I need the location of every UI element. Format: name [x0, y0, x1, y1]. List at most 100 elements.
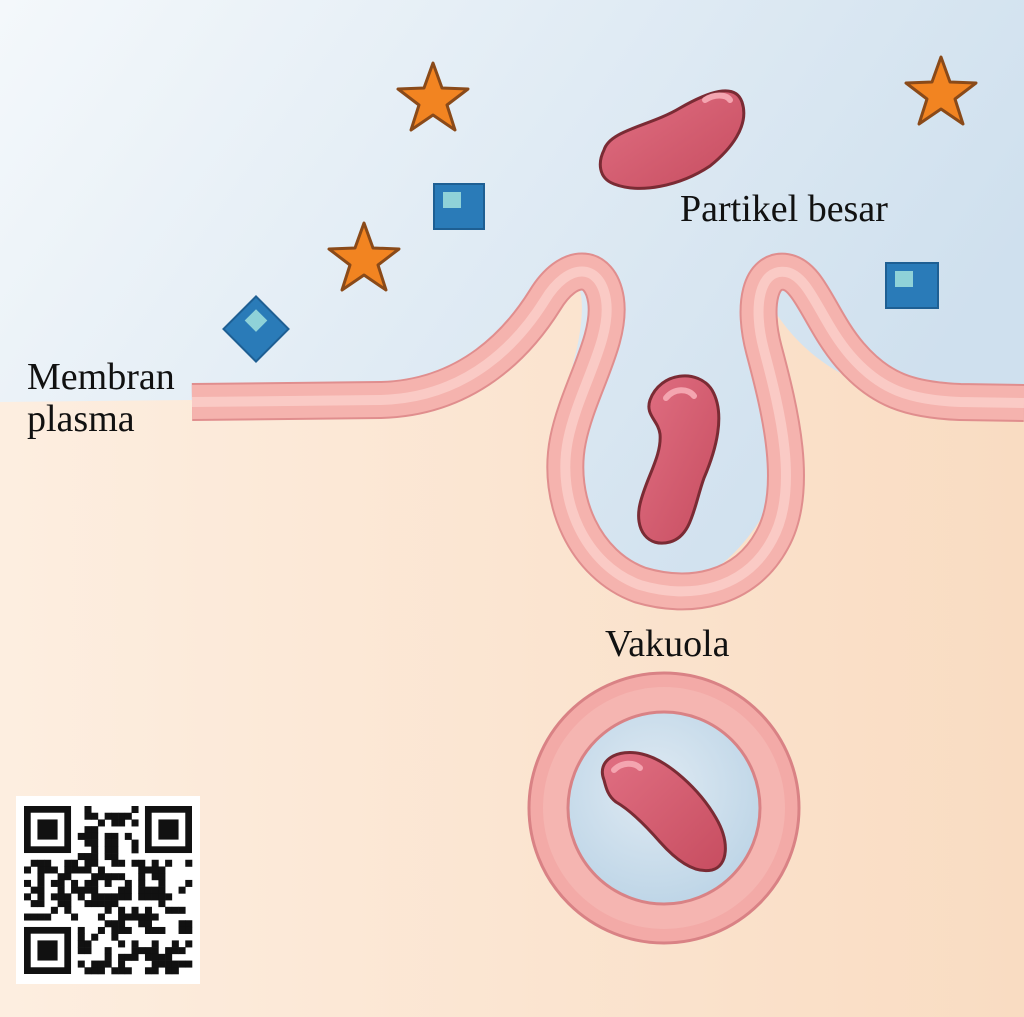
qr-module [57, 879, 65, 887]
qr-module [97, 967, 105, 975]
qr-module [77, 940, 85, 948]
qr-module [171, 960, 179, 968]
qr-module [71, 859, 79, 867]
qr-module [165, 906, 173, 914]
qr-module [104, 893, 112, 901]
qr-module [104, 960, 112, 968]
qr-module [91, 900, 99, 908]
qr-module [124, 967, 132, 975]
qr-module [111, 846, 119, 854]
qr-module [64, 900, 72, 908]
qr-module [37, 913, 45, 921]
qr-module [131, 846, 139, 854]
qr-module [185, 940, 193, 948]
qr-module [138, 913, 146, 921]
qr-module [118, 953, 126, 961]
qr-module [77, 886, 85, 894]
qr-module [151, 953, 159, 961]
qr-module [151, 947, 159, 955]
qr-module [144, 926, 152, 934]
qr-module [77, 933, 85, 941]
qr-module [84, 940, 92, 948]
qr-module [151, 866, 159, 874]
qr-module [97, 866, 105, 874]
qr-module [158, 926, 166, 934]
qr-module [185, 920, 193, 928]
qr-module [91, 960, 99, 968]
qr-module [24, 913, 32, 921]
qr-module [144, 947, 152, 955]
qr-module [165, 953, 173, 961]
qr-module [84, 879, 92, 887]
qr-module [104, 920, 112, 928]
qr-module [131, 953, 139, 961]
qr-module [37, 900, 45, 908]
membrane-label-line2: plasma [27, 398, 135, 440]
qr-module [151, 960, 159, 968]
qr-module [104, 947, 112, 955]
qr-module [185, 960, 193, 968]
qr-module [118, 960, 126, 968]
qr-module [124, 893, 132, 901]
qr-module [104, 832, 112, 840]
qr-module [91, 873, 99, 881]
qr-module [131, 819, 139, 827]
qr-module [151, 926, 159, 934]
qr-module [57, 893, 65, 901]
qr-module [97, 819, 105, 827]
qr-module [138, 886, 146, 894]
bean-particle-icon [637, 374, 721, 545]
qr-module [104, 879, 112, 887]
qr-module [84, 859, 92, 867]
qr-module [77, 926, 85, 934]
qr-module [124, 926, 132, 934]
qr-module [71, 866, 79, 874]
qr-module [178, 920, 186, 928]
qr-module [178, 947, 186, 955]
qr-module [144, 913, 152, 921]
qr-module [97, 913, 105, 921]
qr-module [171, 906, 179, 914]
qr-module [144, 953, 152, 961]
qr-module [111, 926, 119, 934]
square-molecule-icon [885, 262, 939, 309]
qr-module [104, 853, 112, 861]
qr-module [84, 832, 92, 840]
qr-module [144, 893, 152, 901]
qr-module [111, 812, 119, 820]
qr-module [158, 866, 166, 874]
qr-module [30, 913, 38, 921]
qr-module [124, 886, 132, 894]
qr-module [158, 953, 166, 961]
qr-module [144, 866, 152, 874]
qr-module [84, 947, 92, 955]
star-icon [396, 61, 470, 132]
qr-module [165, 960, 173, 968]
qr-module [158, 893, 166, 901]
qr-module [124, 832, 132, 840]
qr-module [118, 920, 126, 928]
qr-module [57, 886, 65, 894]
qr-code-icon [16, 796, 200, 984]
qr-module [64, 893, 72, 901]
qr-module [30, 886, 38, 894]
qr-module [104, 846, 112, 854]
qr-finder [24, 926, 72, 974]
qr-module [131, 947, 139, 955]
qr-module [151, 886, 159, 894]
qr-module [84, 812, 92, 820]
qr-module [57, 900, 65, 908]
qr-module [104, 906, 112, 914]
square-molecule-icon [433, 183, 485, 230]
qr-module [131, 839, 139, 847]
qr-module [111, 920, 119, 928]
qr-module [165, 859, 173, 867]
qr-module [77, 832, 85, 840]
qr-module [57, 873, 65, 881]
qr-module [50, 906, 58, 914]
qr-module [118, 940, 126, 948]
qr-module [44, 913, 52, 921]
qr-module [118, 967, 126, 975]
membrane-label: Membran plasma [27, 356, 175, 440]
